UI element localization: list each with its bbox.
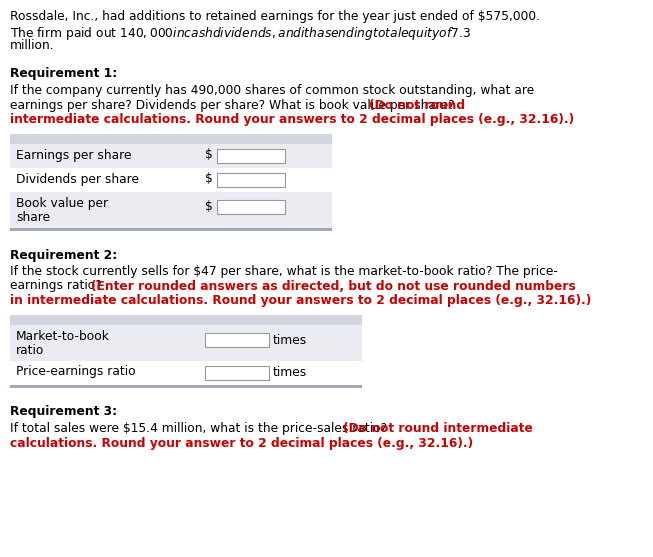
- Text: times: times: [273, 334, 308, 346]
- Bar: [10, 384, 362, 388]
- Text: The firm paid out $140,000 in cash dividends, and it has ending total equity of : The firm paid out $140,000 in cash divid…: [10, 25, 471, 42]
- Bar: [10, 168, 332, 192]
- Bar: [205, 365, 269, 379]
- Text: Dividends per share: Dividends per share: [16, 173, 139, 185]
- Text: (Enter rounded answers as directed, but do not use rounded numbers: (Enter rounded answers as directed, but …: [91, 280, 575, 292]
- Text: Book value per: Book value per: [16, 197, 108, 209]
- Bar: [10, 144, 332, 168]
- Text: Price-earnings ratio: Price-earnings ratio: [16, 365, 136, 379]
- Text: million.: million.: [10, 39, 55, 52]
- Text: calculations. Round your answer to 2 decimal places (e.g., 32.16).): calculations. Round your answer to 2 dec…: [10, 437, 473, 449]
- Text: Requirement 1:: Requirement 1:: [10, 67, 118, 81]
- Bar: [10, 325, 362, 360]
- Bar: [10, 360, 362, 384]
- Bar: [205, 333, 269, 346]
- Bar: [10, 192, 332, 227]
- Text: in intermediate calculations. Round your answers to 2 decimal places (e.g., 32.1: in intermediate calculations. Round your…: [10, 294, 591, 307]
- Text: $: $: [205, 199, 213, 213]
- Text: share: share: [16, 211, 50, 224]
- Bar: [217, 199, 285, 213]
- Text: If the stock currently sells for $47 per share, what is the market-to-book ratio: If the stock currently sells for $47 per…: [10, 265, 558, 278]
- Bar: [10, 227, 332, 231]
- Bar: [10, 134, 332, 144]
- Bar: [217, 173, 285, 187]
- Text: earnings per share? Dividends per share? What is book value per share?: earnings per share? Dividends per share?…: [10, 99, 458, 111]
- Text: $: $: [205, 173, 213, 185]
- Text: Earnings per share: Earnings per share: [16, 149, 131, 162]
- Text: ratio: ratio: [16, 344, 44, 357]
- Text: Requirement 3:: Requirement 3:: [10, 405, 117, 418]
- Text: $: $: [205, 149, 213, 162]
- Text: (Do not round intermediate: (Do not round intermediate: [343, 422, 534, 435]
- Text: earnings ratio?: earnings ratio?: [10, 280, 106, 292]
- Bar: [10, 315, 362, 325]
- Text: Market-to-book: Market-to-book: [16, 330, 110, 343]
- Text: Rossdale, Inc., had additions to retained earnings for the year just ended of $5: Rossdale, Inc., had additions to retaine…: [10, 10, 540, 23]
- Text: Requirement 2:: Requirement 2:: [10, 248, 118, 261]
- Text: intermediate calculations. Round your answers to 2 decimal places (e.g., 32.16).: intermediate calculations. Round your an…: [10, 113, 574, 126]
- Text: (Do not round: (Do not round: [368, 99, 465, 111]
- Bar: [217, 149, 285, 163]
- Text: times: times: [273, 367, 308, 379]
- Text: If the company currently has 490,000 shares of common stock outstanding, what ar: If the company currently has 490,000 sha…: [10, 84, 534, 97]
- Text: If total sales were $15.4 million, what is the price-sales ratio?: If total sales were $15.4 million, what …: [10, 422, 391, 435]
